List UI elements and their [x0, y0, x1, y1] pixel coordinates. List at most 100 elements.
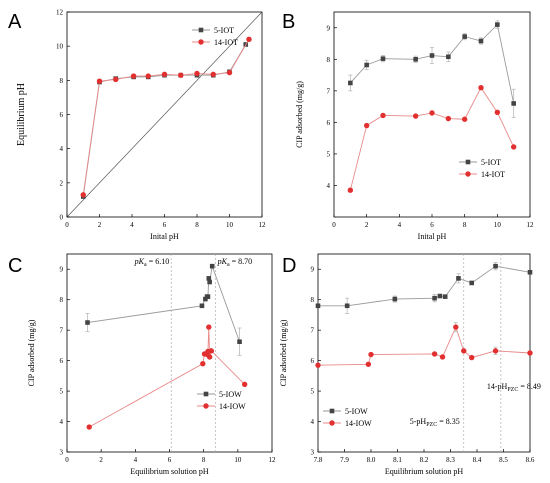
- panel-letter-c: C: [8, 255, 22, 277]
- panel-c-x-tick-label: 8: [202, 456, 206, 464]
- panel-c-plot: 0 2 4 6 8 10 12 3 4 5 6 7 8 9 Equilibrium solution pH C…: [27, 253, 277, 476]
- panel-d-x-axis-label: Equilibrium solution pH: [385, 467, 463, 476]
- panel-a-x-tick-label: 10: [226, 221, 234, 229]
- panel-d-y-tick-label: 9: [311, 266, 315, 274]
- panel-b-data-point: [429, 53, 435, 58]
- panel-a-y-axis-label: Equilibrium pH: [16, 83, 27, 146]
- panel-d-legend-label: 14-IOW: [345, 419, 372, 428]
- panel-c-y-tick-label: 9: [60, 266, 64, 274]
- panel-d-data-point: [368, 351, 374, 358]
- panel-b-y-tick-label: 6: [327, 119, 331, 127]
- panel-a-data-point: [194, 70, 200, 77]
- panel-b-data-point: [380, 56, 386, 61]
- panel-d-y-tick-label: 7: [311, 327, 315, 335]
- panel-b-data-point: [495, 22, 500, 27]
- panel-c-ref-vline-label: pKa = 6.10: [134, 257, 170, 268]
- panel-a-data-point: [210, 71, 216, 78]
- panel-b-series-line: [349, 86, 515, 191]
- panel-d-y-tick-label: 3: [311, 449, 315, 457]
- panel-a-x-tick-label: 2: [98, 221, 102, 229]
- panel-d-data-point: [439, 354, 446, 360]
- panel-b-data-point: [429, 110, 435, 116]
- panel-c-data-point: [199, 303, 205, 309]
- panel-a-data-point: [96, 78, 103, 84]
- panel-d-data-point: [493, 263, 498, 269]
- panel-d-data-point: [453, 324, 459, 330]
- panel-a-y-tick-label: 6: [60, 111, 64, 119]
- panel-b-data-point: [347, 187, 354, 193]
- panel-a-legend-marker: [198, 39, 204, 45]
- panel-d-x-tick-label: 8.4: [473, 456, 482, 464]
- panel-d-data-point: [344, 303, 350, 309]
- panel-d-x-tick-label: 7.9: [340, 456, 349, 464]
- panel-c-data-point: [85, 320, 90, 325]
- panel-d-data-point: [469, 280, 474, 286]
- panel-b-y-tick-label: 9: [327, 24, 331, 32]
- panel-letter-d: D: [282, 255, 296, 277]
- panel-d-x-tick-label: 8.5: [499, 456, 508, 464]
- panel-c-data-point: [86, 424, 92, 430]
- panel-c-y-axis-label: CIP adsorbed (mg/g): [27, 319, 36, 386]
- panel-c-series-line: [88, 327, 245, 428]
- panel-d-data-point: [392, 296, 398, 302]
- panel-b-data-point: [413, 57, 418, 62]
- panel-b-x-tick-label: 10: [494, 221, 502, 229]
- panel-b-x-tick-label: 0: [332, 221, 336, 229]
- panel-d-data-point: [442, 294, 448, 299]
- panel-d-x-tick-label: 7.8: [314, 456, 323, 464]
- panel-b-legend-label: 14-IOT: [481, 170, 505, 179]
- panel-b-data-point: [494, 109, 501, 115]
- panel-c-legend-label: 5-IOW: [219, 390, 242, 399]
- panel-c-y-tick-label: 4: [60, 418, 64, 426]
- panel-c-data-point: [206, 354, 213, 360]
- panel-d-y-tick-label: 8: [311, 296, 315, 304]
- panel-b-x-tick-label: 8: [463, 221, 467, 229]
- panel-a-data-point: [226, 69, 233, 76]
- panel-b-series-line: [350, 23, 515, 104]
- panel-c-data-point: [203, 296, 208, 302]
- panel-b-x-tick-label: 4: [398, 221, 402, 229]
- panel-c-y-tick-label: 7: [60, 327, 64, 335]
- panel-a-data-point: [113, 76, 119, 83]
- panel-b-legend-marker: [465, 171, 471, 177]
- panel-c-y-tick-label: 6: [60, 357, 64, 365]
- panel-d-x-tick-label: 8.2: [420, 456, 429, 464]
- panel-c-x-tick-label: 0: [65, 456, 69, 464]
- panel-d-y-tick-label: 5: [311, 388, 315, 396]
- panel-c-ref-vline-label: pKa = 8.70: [217, 257, 253, 268]
- panel-c-x-tick-label: 2: [99, 456, 103, 464]
- panel-b-plot: 0 2 4 6 8 10 12 4 5 6 7 8 9 Inital pH CIP adsorbed (mg…: [295, 11, 534, 241]
- panel-b-y-tick-label: 7: [327, 87, 331, 95]
- panel-letter-b: B: [282, 11, 295, 33]
- panel-c-data-point: [206, 276, 212, 281]
- panel-b-x-tick-label: 2: [365, 221, 369, 229]
- panel-b-y-axis-label: CIP adsorbed (mg/g): [295, 81, 304, 148]
- panel-d-legend-marker: [329, 408, 335, 414]
- panel-c-x-axis-label: Equilibrium solution pH: [130, 467, 208, 476]
- panel-c-y-tick-label: 3: [60, 449, 64, 457]
- panel-c-x-tick-label: 6: [168, 456, 172, 464]
- panel-d-data-point: [315, 362, 321, 368]
- panel-d-data-point: [315, 303, 321, 309]
- panel-a-data-point: [130, 73, 137, 79]
- panel-a-y-tick-label: 8: [60, 77, 64, 85]
- panel-d-plot: 7.8 7.9 8.0 8.1 8.2 8.3 8.4 8.5 8.6 3 4 5 6 7 8 9 Equili…: [279, 253, 541, 476]
- panel-a-plot: 0 2 4 6 8 10 12 0 2 4 6 8 10 12 Inital pH Equilibrium p…: [16, 9, 266, 242]
- panel-a-y-tick-label: 2: [60, 179, 64, 187]
- panel-a-x-tick-label: 4: [130, 221, 134, 229]
- panel-c-y-tick-label: 5: [60, 388, 64, 396]
- panel-d-data-point: [432, 295, 437, 301]
- panel-d-data-point: [456, 276, 461, 281]
- panel-a-y-tick-label: 10: [56, 43, 64, 51]
- panel-b-data-point: [478, 38, 484, 44]
- panel-d-data-point: [461, 348, 467, 354]
- panel-c-data-point: [237, 339, 242, 345]
- panel-b-data-point: [462, 34, 467, 39]
- panel-d-legend-label: 5-IOW: [345, 407, 368, 416]
- panel-a-series-line: [82, 39, 250, 195]
- panel-c-x-tick-label: 12: [269, 456, 277, 464]
- panel-d-data-point: [365, 361, 372, 367]
- panel-c-y-tick-label: 8: [60, 296, 64, 304]
- panel-b-data-point: [445, 115, 452, 122]
